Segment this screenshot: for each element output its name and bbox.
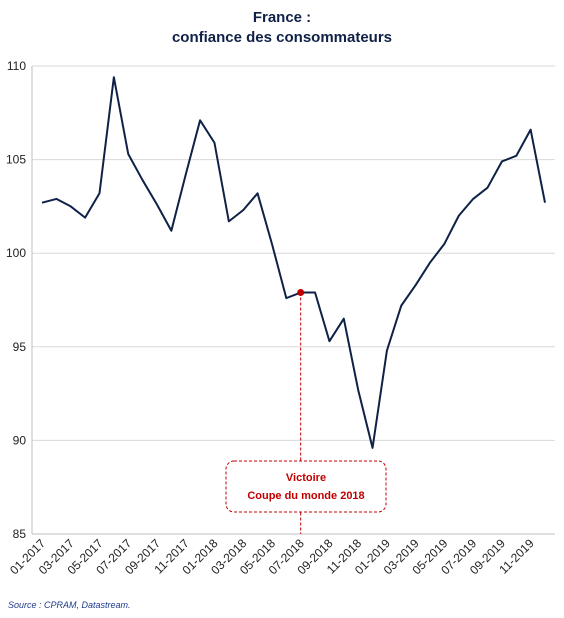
data-line — [41, 76, 546, 449]
source-note: Source : CPRAM, Datastream. — [8, 600, 131, 610]
y-tick-label: 105 — [6, 153, 26, 167]
annotation-text: Victoire — [286, 472, 326, 484]
y-tick-label: 90 — [13, 433, 27, 447]
chart-title: France : — [253, 9, 311, 26]
highlight-point — [297, 289, 305, 297]
y-tick-label: 95 — [13, 340, 27, 354]
annotation-box — [225, 460, 387, 513]
chart-title: confiance des consommateurs — [172, 29, 392, 46]
annotation-text: Coupe du monde 2018 — [247, 490, 364, 502]
y-tick-label: 100 — [6, 246, 26, 260]
y-tick-label: 110 — [7, 59, 26, 73]
y-tick-label: 85 — [13, 527, 27, 541]
